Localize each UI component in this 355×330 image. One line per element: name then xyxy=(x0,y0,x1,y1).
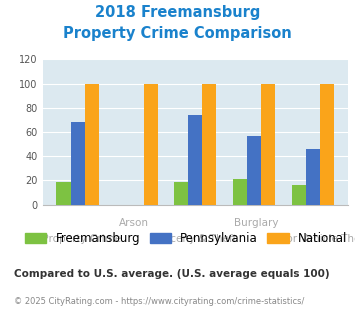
Text: Compared to U.S. average. (U.S. average equals 100): Compared to U.S. average. (U.S. average … xyxy=(14,269,330,279)
Bar xyxy=(202,83,217,205)
Bar xyxy=(56,182,71,205)
Bar xyxy=(71,122,85,205)
Text: Burglary: Burglary xyxy=(234,218,279,228)
Bar xyxy=(143,83,158,205)
Text: 2018 Freemansburg: 2018 Freemansburg xyxy=(95,5,260,20)
Text: Motor Vehicle Theft: Motor Vehicle Theft xyxy=(267,234,355,244)
Bar xyxy=(233,179,247,205)
Bar xyxy=(174,182,188,205)
Bar xyxy=(306,149,320,205)
Legend: Freemansburg, Pennsylvania, National: Freemansburg, Pennsylvania, National xyxy=(20,227,352,250)
Bar xyxy=(85,83,99,205)
Bar xyxy=(188,115,202,205)
Text: Larceny & Theft: Larceny & Theft xyxy=(154,234,237,244)
Text: Arson: Arson xyxy=(119,218,149,228)
Bar xyxy=(292,185,306,205)
Text: All Property Crime: All Property Crime xyxy=(26,234,121,244)
Bar xyxy=(247,136,261,205)
Text: © 2025 CityRating.com - https://www.cityrating.com/crime-statistics/: © 2025 CityRating.com - https://www.city… xyxy=(14,297,305,306)
Bar xyxy=(320,83,334,205)
Bar xyxy=(261,83,275,205)
Text: Property Crime Comparison: Property Crime Comparison xyxy=(63,26,292,41)
